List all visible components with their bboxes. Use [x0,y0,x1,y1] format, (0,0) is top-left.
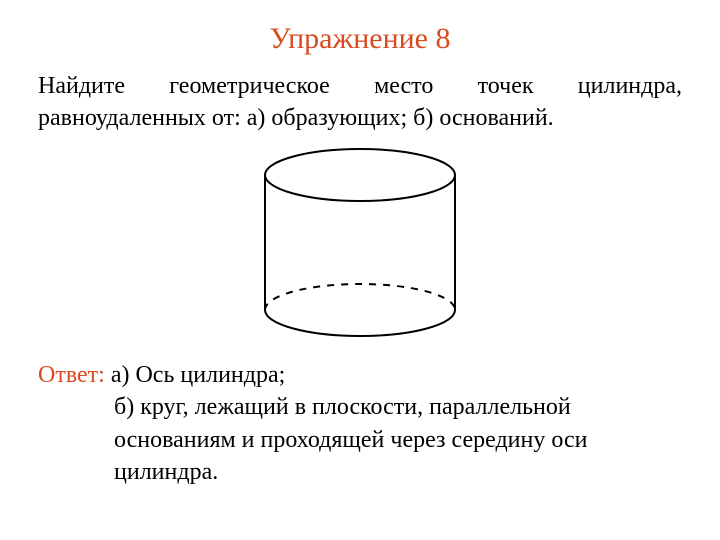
answer-b: б) круг, лежащий в плоскости, параллельн… [38,391,682,488]
cylinder-bottom-back-arc [265,284,455,310]
answer-block: Ответ: а) Ось цилиндра; б) круг, лежащий… [38,359,682,489]
exercise-title: Упражнение 8 [38,22,682,56]
cylinder-figure [38,145,682,345]
slide: Упражнение 8 Найдите геометрическое мест… [0,0,720,540]
cylinder-top-ellipse [265,149,455,201]
question-text: Найдите геометрическое место точек цилин… [38,70,682,135]
answer-label: Ответ: [38,362,105,388]
cylinder-bottom-front-arc [265,310,455,336]
answer-a: а) Ось цилиндра; [111,362,285,388]
cylinder-svg [250,145,470,340]
